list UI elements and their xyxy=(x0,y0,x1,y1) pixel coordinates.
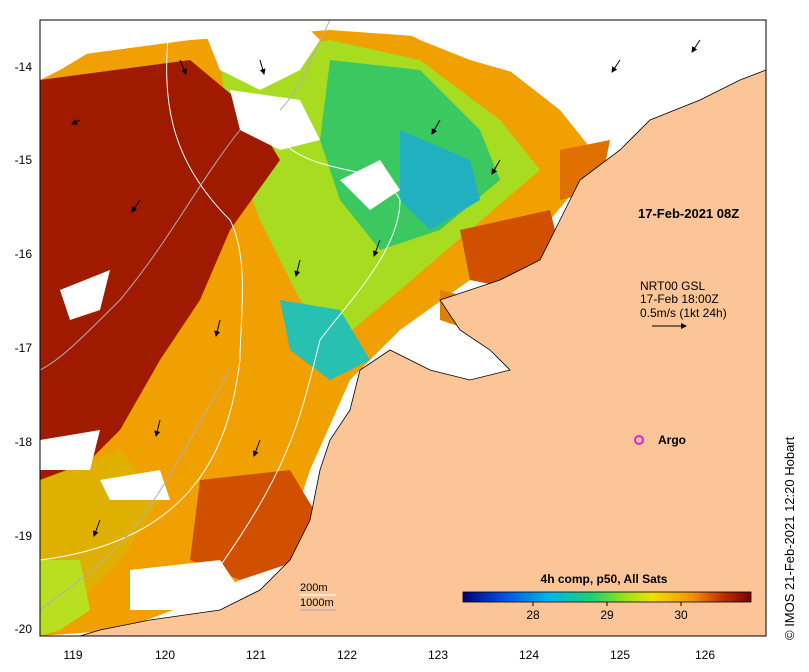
y-tick-label: -16 xyxy=(15,247,33,261)
x-axis: 119 120 121 122 123 124 125 126 xyxy=(63,648,715,662)
x-tick-label: 121 xyxy=(246,648,266,662)
colorbar-ramp xyxy=(462,591,752,603)
x-tick-label: 120 xyxy=(155,648,175,662)
argo-label: Argo xyxy=(658,433,686,447)
x-tick-label: 126 xyxy=(695,648,715,662)
current-legend-line2: 17-Feb 18:00Z xyxy=(640,292,719,306)
argo-marker xyxy=(634,435,644,445)
map-body xyxy=(40,20,766,636)
x-tick-label: 123 xyxy=(428,648,448,662)
y-tick-label: -20 xyxy=(15,622,33,636)
colorbar-tick: 30 xyxy=(674,608,688,622)
x-tick-label: 122 xyxy=(337,648,357,662)
x-tick-label: 124 xyxy=(519,648,539,662)
map-border xyxy=(39,19,767,637)
colorbar-title: 4h comp, p50, All Sats xyxy=(541,572,668,586)
current-vectors xyxy=(71,39,701,537)
current-legend-line1: NRT00 GSL xyxy=(640,279,705,293)
contour-1000m xyxy=(40,20,331,611)
current-legend-line3: 0.5m/s (1kt 24h) xyxy=(640,306,727,320)
contour-legend-200m: 200m xyxy=(300,582,328,594)
colorbar-tick: 28 xyxy=(526,608,540,622)
contour-200m xyxy=(40,20,401,581)
colorbar: 4h comp, p50, All Sats 28 29 30 xyxy=(462,572,752,622)
y-tick-label: -19 xyxy=(15,529,33,543)
y-tick-label: -14 xyxy=(15,60,33,74)
x-tick-label: 119 xyxy=(63,648,82,662)
y-tick-label: -18 xyxy=(15,435,33,449)
date-label: 17-Feb-2021 08Z xyxy=(638,206,739,221)
x-tick-label: 125 xyxy=(610,648,630,662)
cloud-mask xyxy=(40,20,766,610)
y-tick-label: -15 xyxy=(15,153,33,167)
credit-label: © IMOS 21-Feb-2021 12:20 Hobart xyxy=(782,436,797,640)
y-axis: -14 -15 -16 -17 -18 -19 -20 xyxy=(15,60,33,636)
y-tick-label: -17 xyxy=(15,341,33,355)
contour-legend-1000m: 1000m xyxy=(300,597,334,609)
colorbar-tick: 29 xyxy=(600,608,614,622)
land-mass xyxy=(79,69,766,636)
